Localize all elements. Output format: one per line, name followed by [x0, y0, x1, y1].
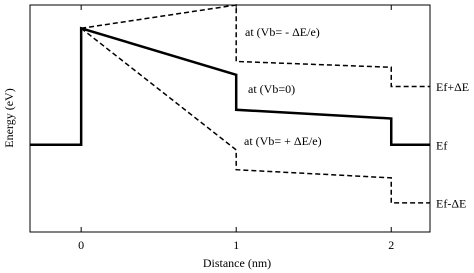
- x-axis-label: Distance (nm): [203, 256, 271, 270]
- series-label: at (Vb=0): [248, 82, 295, 96]
- series-label: at (Vb= - ΔE/e): [245, 25, 320, 39]
- x-tick-label: 1: [233, 238, 239, 252]
- plot-frame: [29, 4, 431, 233]
- end-label: Ef-ΔE: [436, 197, 466, 211]
- series-label: at (Vb= + ΔE/e): [244, 134, 322, 148]
- y-axis-label: Energy (eV): [2, 88, 16, 147]
- series-line: [30, 26, 430, 146]
- series-line: [80, 27, 430, 204]
- x-tick-label: 0: [78, 238, 84, 252]
- x-tick-label: 2: [388, 238, 394, 252]
- end-label: Ef+ΔE: [436, 80, 469, 94]
- series-line: [81, 4, 430, 88]
- end-label: Ef: [436, 138, 447, 152]
